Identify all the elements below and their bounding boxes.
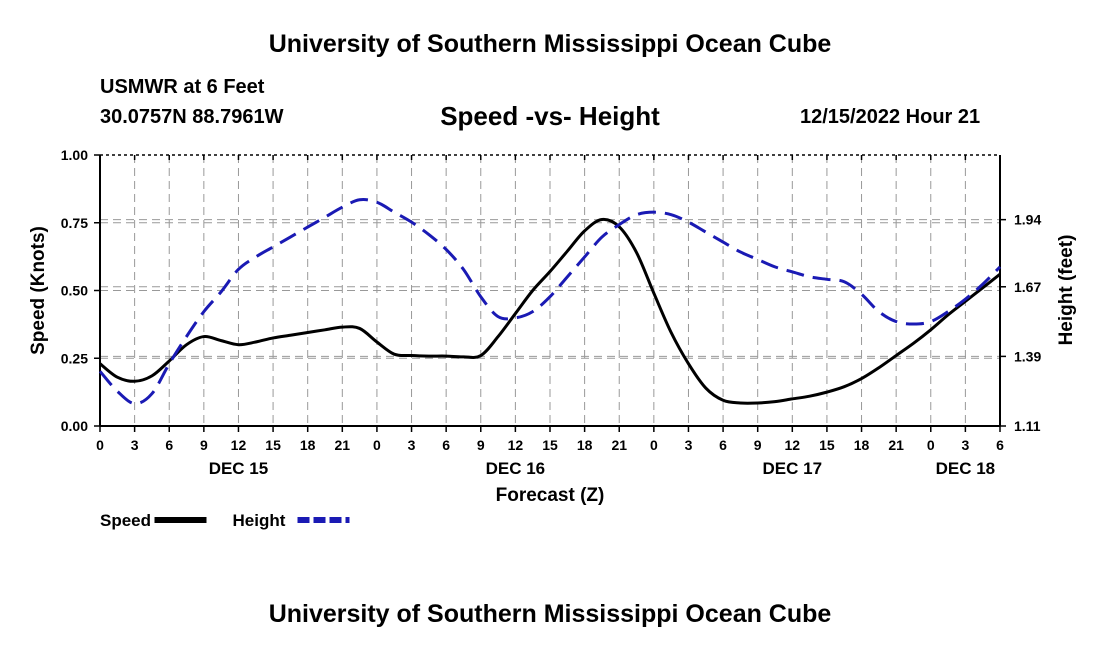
y-tick-label-left: 0.75 xyxy=(61,215,88,231)
series-line-speed xyxy=(99,217,1001,405)
x-tick-label: 6 xyxy=(996,437,1004,453)
y-tick-label-right: 1.94 xyxy=(1014,212,1041,228)
station-label: USMWR at 6 Feet xyxy=(100,76,265,98)
y-axis-title-right: Height (feet) xyxy=(1056,235,1077,346)
x-tick-label: 3 xyxy=(408,437,416,453)
coordinates-label: 30.0757N 88.7961W xyxy=(100,106,284,128)
x-tick-label: 3 xyxy=(961,437,969,453)
x-tick-label: 15 xyxy=(265,437,281,453)
x-tick-label: 21 xyxy=(335,437,351,453)
legend-label-speed: Speed xyxy=(100,511,151,530)
footer-title: University of Southern Mississippi Ocean… xyxy=(268,600,832,628)
x-tick-label: 3 xyxy=(131,437,139,453)
y-tick-label-left: 0.50 xyxy=(61,283,88,299)
y-tick-label-right: 1.11 xyxy=(1014,418,1041,434)
x-tick-label: 3 xyxy=(685,437,693,453)
x-tick-label: 6 xyxy=(442,437,450,453)
page-title: University of Southern Mississippi Ocean… xyxy=(268,30,832,58)
y-axis-title-left: Speed (Knots) xyxy=(28,226,49,355)
tick-marks xyxy=(94,154,1006,432)
day-label: DEC 15 xyxy=(209,459,269,478)
forecast-date-label: 12/15/2022 Hour 21 xyxy=(800,106,981,128)
x-tick-label: 15 xyxy=(819,437,835,453)
day-label: DEC 17 xyxy=(763,459,823,478)
series-lines xyxy=(98,197,1002,406)
x-tick-label: 12 xyxy=(231,437,247,453)
x-axis-title: Forecast (Z) xyxy=(496,485,605,506)
x-tick-label: 0 xyxy=(96,437,104,453)
chart-title: Speed -vs- Height xyxy=(440,101,660,131)
x-tick-label: 18 xyxy=(854,437,870,453)
x-tick-label: 9 xyxy=(754,437,762,453)
series-line-height xyxy=(98,197,1002,406)
chart-legend: Speed Height xyxy=(100,511,350,530)
x-tick-label: 6 xyxy=(719,437,727,453)
day-label: DEC 16 xyxy=(486,459,546,478)
x-tick-label: 21 xyxy=(888,437,904,453)
x-tick-label: 12 xyxy=(785,437,801,453)
y-tick-label-right: 1.39 xyxy=(1014,348,1041,364)
day-label: DEC 18 xyxy=(936,459,996,478)
x-tick-label: 9 xyxy=(477,437,485,453)
y-tick-label-left: 0.00 xyxy=(61,418,88,434)
y-tick-label-right: 1.67 xyxy=(1014,279,1041,295)
x-tick-label: 0 xyxy=(650,437,658,453)
x-tick-label: 18 xyxy=(300,437,316,453)
x-tick-label: 6 xyxy=(165,437,173,453)
chart-labels: 0 3 6 9 12 15 18 21 0 3 6 9 12 15 18 21 0 3 6 9 12 15 18 21 0 3 6D… xyxy=(28,147,1077,506)
x-tick-label: 12 xyxy=(508,437,524,453)
x-tick-label: 0 xyxy=(927,437,935,453)
x-tick-label: 15 xyxy=(542,437,558,453)
grid-lines xyxy=(100,155,1000,426)
x-tick-label: 0 xyxy=(373,437,381,453)
legend-label-height: Height xyxy=(233,511,286,530)
x-tick-label: 18 xyxy=(577,437,593,453)
x-tick-label: 21 xyxy=(611,437,627,453)
y-tick-label-left: 0.25 xyxy=(61,350,88,366)
x-tick-label: 9 xyxy=(200,437,208,453)
y-tick-label-left: 1.00 xyxy=(61,147,88,163)
